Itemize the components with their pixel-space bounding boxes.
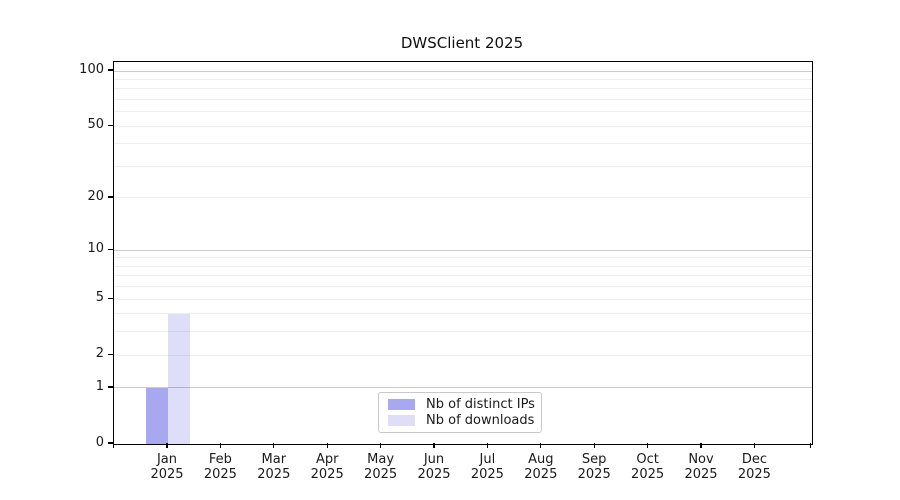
x-tick-label-line: Sep: [581, 452, 607, 467]
x-tick-mark: [433, 443, 435, 448]
x-tick-mark: [219, 443, 221, 448]
y-tick-mark: [108, 386, 113, 388]
x-tick-label: Mar 2025: [239, 452, 309, 482]
legend-swatch-distinct-ips: [388, 399, 415, 410]
x-tick-label-line: 2025: [150, 467, 184, 482]
x-tick-label: May 2025: [346, 452, 416, 482]
x-tick-label-line: 2025: [631, 467, 665, 482]
x-tick-mark: [273, 443, 275, 448]
gridline-minor: [114, 125, 812, 127]
x-tick-label: Nov 2025: [666, 452, 736, 482]
legend: Nb of distinct IPs Nb of downloads: [378, 392, 542, 433]
y-tick-label: 10: [87, 241, 104, 257]
x-tick-mark: [647, 443, 649, 448]
grid-layer: [114, 62, 812, 444]
x-tick-label-line: 2025: [470, 467, 504, 482]
x-tick-mark: [593, 443, 595, 448]
y-tick-mark: [108, 124, 113, 126]
x-tick-label-line: 2025: [203, 467, 237, 482]
x-tick-label-line: Aug: [528, 452, 554, 467]
gridline-minor: [114, 78, 812, 80]
bar-downloads: [168, 313, 190, 444]
gridline-major: [114, 387, 812, 389]
x-tick-label: Aug 2025: [506, 452, 576, 482]
x-tick-label: Jan 2025: [132, 452, 202, 482]
x-tick-label-line: Mar: [261, 452, 287, 467]
y-tick-mark: [108, 353, 113, 355]
gridline-minor: [114, 99, 812, 101]
x-tick-label-line: Oct: [636, 452, 659, 467]
x-tick-label: Feb 2025: [185, 452, 255, 482]
x-tick-label: Apr 2025: [292, 452, 362, 482]
x-tick-mark: [380, 443, 382, 448]
x-tick-mark: [540, 443, 542, 448]
x-tick-label-line: 2025: [364, 467, 398, 482]
plot-area: [113, 61, 813, 445]
x-tick-label-line: 2025: [310, 467, 344, 482]
legend-label-distinct-ips: Nb of distinct IPs: [426, 397, 535, 412]
x-tick-label-line: May: [367, 452, 395, 467]
gridline-major: [114, 249, 812, 251]
y-tick-label: 2: [95, 346, 104, 362]
x-tick-label-line: Dec: [741, 452, 767, 467]
y-tick-label: 50: [87, 117, 104, 133]
x-tick-label-line: 2025: [257, 467, 291, 482]
gridline-minor: [114, 111, 812, 113]
gridline-major: [114, 70, 812, 72]
gridline-minor: [114, 257, 812, 259]
legend-label-downloads: Nb of downloads: [426, 413, 535, 428]
y-tick-mark: [108, 69, 113, 71]
y-tick-label: 5: [95, 290, 104, 306]
x-tick-label-line: Jul: [479, 452, 496, 467]
x-tick-mark: [753, 443, 755, 448]
gridline-minor: [114, 88, 812, 90]
x-tick-mark: [166, 443, 168, 448]
y-tick-label: 20: [87, 188, 104, 204]
legend-item-distinct-ips: Nb of distinct IPs: [388, 397, 535, 412]
x-tick-label: Dec 2025: [719, 452, 789, 482]
x-tick-mark: [700, 443, 702, 448]
x-tick-label-line: 2025: [417, 467, 451, 482]
gridline-minor: [114, 143, 812, 145]
x-tick-label: Oct 2025: [613, 452, 683, 482]
gridline-minor: [114, 313, 812, 315]
x-tick-label-line: Apr: [315, 452, 339, 467]
x-tick-label: Sep 2025: [559, 452, 629, 482]
gridline-minor: [114, 166, 812, 167]
y-tick-mark: [108, 297, 113, 299]
x-tick-mark-edge: [113, 443, 115, 448]
y-tick-mark: [108, 442, 113, 444]
y-tick-label: 100: [79, 62, 104, 78]
y-tick-mark: [108, 196, 113, 198]
gridline-minor: [114, 286, 812, 288]
bars-layer: [114, 62, 812, 444]
y-tick-label: 0: [95, 435, 104, 450]
gridline-minor: [114, 197, 812, 199]
y-tick-mark: [108, 248, 113, 250]
gridline-minor: [114, 298, 812, 300]
x-tick-label: Jun 2025: [399, 452, 469, 482]
legend-swatch-downloads: [388, 415, 415, 426]
gridline-minor: [114, 265, 812, 267]
x-tick-mark-edge: [809, 443, 811, 448]
x-tick-mark: [326, 443, 328, 448]
gridline-minor: [114, 331, 812, 333]
x-tick-label-line: Nov: [688, 452, 714, 467]
chart-title: DWSClient 2025: [400, 34, 524, 52]
x-tick-label-line: 2025: [524, 467, 558, 482]
gridline-minor: [114, 275, 812, 277]
x-tick-mark: [486, 443, 488, 448]
bar-distinct-ips: [146, 387, 168, 444]
x-tick-label-line: 2025: [737, 467, 771, 482]
x-tick-label-line: 2025: [684, 467, 718, 482]
y-tick-label: 1: [95, 378, 104, 394]
x-tick-label-line: Feb: [208, 452, 232, 467]
x-tick-label-line: 2025: [577, 467, 611, 482]
gridline-minor: [114, 354, 812, 356]
x-tick-label-line: Jun: [423, 452, 445, 467]
x-tick-label-line: Jan: [156, 452, 178, 467]
x-tick-label: Jul 2025: [452, 452, 522, 482]
legend-item-downloads: Nb of downloads: [388, 413, 535, 428]
